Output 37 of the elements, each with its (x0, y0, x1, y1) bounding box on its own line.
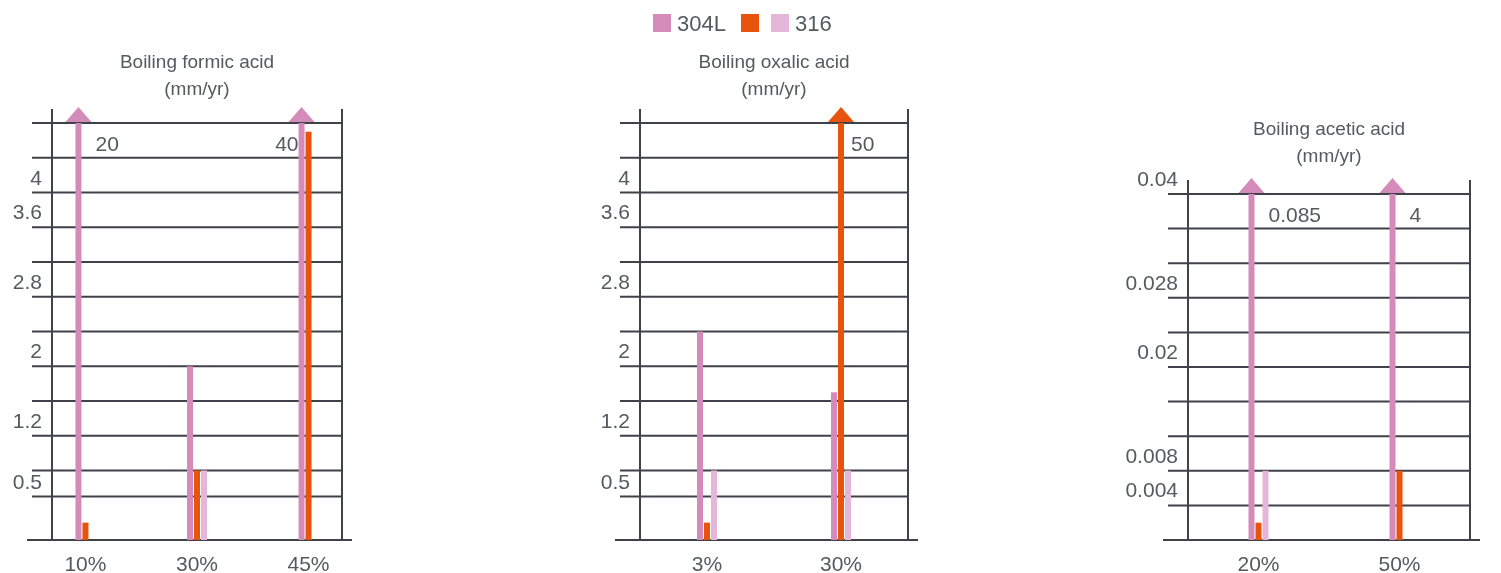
annotation: 20 (95, 132, 119, 155)
annotation: 0.085 (1268, 203, 1322, 226)
chart-title: Boiling formic acid (119, 51, 275, 72)
x-tick-label: 3% (691, 552, 723, 573)
x-tick-label: 30% (819, 552, 863, 573)
y-tick-label: 0.5 (12, 469, 42, 493)
y-tick-label: 0.004 (1125, 478, 1179, 502)
y-tick-label: 2 (618, 339, 630, 363)
legend-label: 304L (677, 11, 726, 36)
chart-subtitle: (mm/yr) (1296, 145, 1362, 166)
chart-subtitle: (mm/yr) (741, 78, 807, 99)
legend-label: 316 (795, 11, 832, 36)
y-tick-label: 3.6 (12, 200, 42, 224)
x-tick-label: 50% (1378, 552, 1421, 573)
y-tick-label: 0.04 (1137, 167, 1179, 190)
y-tick-label: 0.008 (1125, 443, 1178, 467)
y-tick-label: 2 (30, 339, 42, 363)
y-tick-label: 4 (30, 165, 43, 189)
x-tick-label: 20% (1237, 552, 1280, 573)
x-tick-label: 30% (175, 552, 219, 573)
y-tick-label: 0.5 (600, 469, 630, 493)
x-tick-label: 10% (64, 552, 107, 573)
x-tick-label: 45% (287, 552, 330, 573)
chart-subtitle: (mm/yr) (164, 78, 230, 99)
y-tick-label: 2.8 (12, 269, 42, 293)
y-tick-label: 0.028 (1125, 270, 1178, 294)
y-tick-label: 0.02 (1137, 340, 1178, 363)
chart-title: Boiling oxalic acid (698, 51, 850, 72)
y-tick-label: 1.2 (600, 408, 630, 432)
annotation: 40 (275, 132, 299, 155)
y-tick-label: 1.2 (12, 408, 42, 432)
chart-title: Boiling acetic acid (1252, 118, 1406, 139)
y-tick-label: 4 (618, 165, 631, 189)
annotation: 50 (851, 132, 875, 155)
y-tick-label: 3.6 (600, 200, 630, 224)
annotation: 4 (1409, 203, 1422, 226)
y-tick-label: 2.8 (600, 269, 630, 293)
